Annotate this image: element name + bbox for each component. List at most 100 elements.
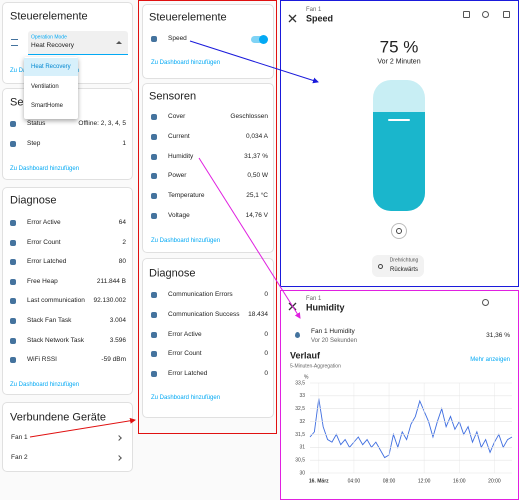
dialog-title: Speed (306, 13, 334, 24)
card-title: Sensoren (149, 90, 197, 103)
card-title: Steuerelemente (10, 10, 88, 23)
select-arrow (116, 41, 122, 44)
row-value: 0 (264, 330, 268, 338)
row-value: 0 (264, 369, 268, 377)
row-icon (10, 337, 16, 344)
row-icon (151, 153, 157, 160)
close-button[interactable] (288, 10, 297, 23)
row-label: Error Active (27, 218, 61, 226)
direction-button[interactable] (372, 255, 424, 277)
row-label: Error Count (27, 238, 61, 246)
speed-value: 75 % (379, 37, 419, 57)
card (142, 83, 274, 253)
row-icon (151, 371, 157, 378)
row-label: Current (168, 132, 190, 140)
row-label: Error Latched (27, 257, 67, 265)
settings-icon[interactable] (482, 299, 489, 306)
menu-item[interactable]: SmartHome (31, 103, 64, 109)
row-value: 25,1 °C (246, 191, 268, 199)
link[interactable]: Zu Dashboard hinzufügen (151, 60, 221, 66)
row-value: 18.434 (248, 310, 268, 318)
aggregation: 5-Minuten-Aggregation (290, 363, 341, 370)
row-value: 0 (264, 290, 268, 298)
row-icon (151, 114, 157, 120)
row-icon (10, 220, 16, 226)
menu-item[interactable]: Heat Recovery (31, 64, 71, 70)
row-value: 2 (122, 238, 126, 246)
row-icon (10, 318, 16, 324)
row-label: Temperature (168, 191, 205, 199)
row-value: Geschlossen (230, 112, 268, 120)
row-icon (151, 311, 157, 318)
row-icon (10, 239, 16, 246)
row-label: Speed (168, 34, 187, 42)
entity-value: 31,36 % (486, 331, 510, 339)
row-label: Cover (168, 112, 186, 120)
link[interactable]: Mehr anzeigen (470, 357, 510, 363)
updated: Vor 20 Sekunden (311, 338, 358, 344)
row-value: Offline: 2, 3, 4, 5 (78, 119, 126, 127)
row-icon (10, 121, 16, 127)
menu-item[interactable]: Ventilation (31, 83, 59, 90)
dialog-title: Humidity (306, 302, 345, 313)
row-label: Last communication (27, 297, 85, 305)
row-icon (10, 357, 16, 364)
row-value: 92.130.002 (93, 297, 126, 305)
header-icon[interactable] (503, 11, 510, 18)
row-icon (151, 213, 157, 219)
humidity-dialog (280, 290, 519, 500)
dialog-device: Fan 1 (306, 296, 322, 302)
row-icon (151, 193, 157, 200)
slider-handle (388, 119, 410, 121)
row-value: 31,37 % (244, 152, 268, 160)
row-icon (151, 173, 157, 180)
updated: Vor 2 Minuten (377, 58, 421, 66)
row-label: Error Latched (168, 369, 208, 377)
card-title: Steuerelemente (149, 11, 227, 24)
close-icon (288, 302, 297, 311)
row-value: 211.844 B (96, 277, 126, 285)
row-label: Error Active (168, 330, 202, 338)
row-value: 0,034 A (245, 132, 268, 140)
select-icon (11, 39, 18, 46)
link[interactable]: Zu Dashboard hinzufügen (10, 166, 80, 172)
link[interactable]: Zu Dashboard hinzufügen (151, 395, 221, 401)
power-icon (396, 228, 402, 234)
row-value: 1 (122, 139, 126, 147)
toggle-track[interactable] (251, 36, 266, 43)
row-label: Step (27, 139, 41, 147)
select-value: Heat Recovery (31, 41, 74, 49)
header-icon[interactable] (463, 11, 470, 18)
row-label: WiFi RSSI (27, 355, 57, 363)
row-label: Status (27, 119, 46, 127)
toggle-knob[interactable] (259, 35, 268, 44)
select[interactable] (28, 31, 128, 55)
device-item[interactable]: Fan 2 (11, 453, 28, 461)
row-value: 64 (118, 218, 126, 226)
row-icon (151, 331, 157, 338)
close-button[interactable] (288, 298, 297, 311)
select-label: Operation Mode (31, 34, 67, 41)
row-label: Humidity (168, 152, 194, 160)
row-icon (151, 133, 157, 140)
device-item[interactable]: Fan 1 (11, 433, 28, 441)
card (142, 258, 274, 418)
row-value: 3.004 (109, 316, 126, 324)
power-button[interactable] (391, 223, 407, 239)
row-value: 80 (118, 257, 126, 265)
row-icon (151, 292, 157, 298)
row-icon (151, 36, 157, 42)
row-label: Communication Success (168, 310, 240, 318)
menu-highlight (24, 58, 78, 76)
header-icon[interactable] (482, 11, 489, 18)
row-value: 14,76 V (245, 211, 268, 219)
row-label: Stack Fan Task (27, 316, 72, 324)
direction-value: Rückwärts (389, 267, 419, 273)
row-value: 0,50 W (247, 172, 268, 180)
card (2, 187, 133, 395)
row-value: 0 (264, 350, 268, 358)
link[interactable]: Zu Dashboard hinzufügen (10, 382, 80, 388)
row-label: Communication Errors (168, 290, 233, 298)
link[interactable]: Zu Dashboard hinzufügen (151, 238, 221, 244)
entity-name: Fan 1 Humidity (311, 327, 355, 335)
